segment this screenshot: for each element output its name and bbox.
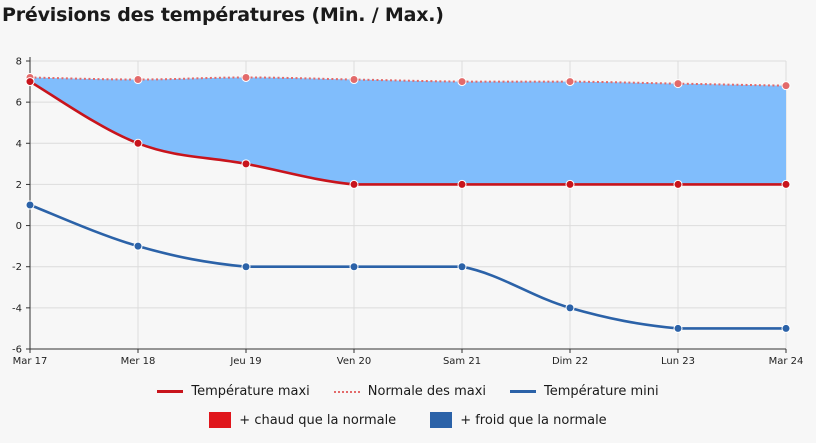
min-point xyxy=(25,200,35,210)
y-tick-label: 0 xyxy=(16,221,22,232)
min-point xyxy=(349,262,359,272)
normal-point xyxy=(673,79,683,89)
legend-item-normal[interactable]: Normale des maxi xyxy=(333,384,487,399)
min-point xyxy=(673,323,683,333)
x-tick-label: Dim 22 xyxy=(552,356,588,367)
series-points xyxy=(25,72,791,333)
normal-point xyxy=(133,75,143,85)
x-tick-label: Lun 23 xyxy=(661,356,695,367)
axes xyxy=(26,57,787,353)
normal-point xyxy=(565,77,575,87)
min-point xyxy=(781,323,791,333)
max-point xyxy=(25,77,35,87)
legend-item-min[interactable]: Température mini xyxy=(510,384,659,399)
cold-area xyxy=(30,77,786,185)
legend-item-max[interactable]: Température maxi xyxy=(157,384,310,399)
x-tick-label: Mar 17 xyxy=(13,356,48,367)
tick-labels: -6 -4 -2 0 2 4 6 8 Mar 17 Mer 18 Jeu 19 Ven 20 Sam 2… xyxy=(12,57,803,368)
min-point xyxy=(133,241,143,251)
legend-item-warm[interactable]: + chaud que la normale xyxy=(209,412,396,428)
x-tick-label: Jeu 19 xyxy=(229,356,261,367)
legend-label-normal: Normale des maxi xyxy=(367,384,487,399)
y-tick-label: -6 xyxy=(12,345,22,356)
max-point xyxy=(133,138,143,148)
max-point xyxy=(457,179,467,189)
min-point xyxy=(457,262,467,272)
normal-point xyxy=(457,77,467,87)
y-tick-label: -4 xyxy=(12,303,22,314)
chart-title: Prévisions des températures (Min. / Max.… xyxy=(2,4,444,26)
normal-line xyxy=(29,76,787,87)
temperature-chart: -6 -4 -2 0 2 4 6 8 Mar 17 Mer 18 Jeu 19 Ven 20 Sam 2… xyxy=(12,57,803,368)
max-point xyxy=(565,179,575,189)
x-tick-label: Mar 24 xyxy=(769,356,804,367)
legend-label-warm: + chaud que la normale xyxy=(239,412,397,428)
max-point xyxy=(673,179,683,189)
legend-areas: + chaud que la normale + froid que la no… xyxy=(0,412,816,428)
y-tick-label: 2 xyxy=(16,180,22,191)
legend-item-cold[interactable]: + froid que la normale xyxy=(430,412,607,428)
y-tick-label: 8 xyxy=(16,57,22,68)
normal-point xyxy=(781,81,791,91)
legend-label-min: Température mini xyxy=(544,384,659,399)
legend-label-max: Température maxi xyxy=(191,384,310,399)
legend-swatch-normal xyxy=(333,390,360,393)
y-tick-label: 4 xyxy=(16,139,22,150)
y-tick-label: -2 xyxy=(12,262,22,273)
normal-point xyxy=(349,75,359,85)
max-point xyxy=(781,179,791,189)
normal-point xyxy=(241,72,251,82)
legend-swatch-cold xyxy=(430,412,453,428)
x-tick-label: Sam 21 xyxy=(443,356,481,367)
min-line xyxy=(29,203,786,330)
max-point xyxy=(241,159,251,169)
legend-label-cold: + froid que la normale xyxy=(460,412,607,428)
y-tick-label: 6 xyxy=(16,98,22,109)
max-point xyxy=(349,179,359,189)
x-tick-label: Mer 18 xyxy=(121,356,156,367)
x-tick-label: Ven 20 xyxy=(337,356,371,367)
legend-lines: Température maxi Normale des maxi Tempér… xyxy=(0,384,816,399)
legend-swatch-max xyxy=(157,390,184,393)
min-point xyxy=(565,303,575,313)
legend-swatch-min xyxy=(510,390,537,393)
min-point xyxy=(241,262,251,272)
cold-area-fill xyxy=(30,77,786,185)
legend-swatch-warm xyxy=(209,412,232,428)
